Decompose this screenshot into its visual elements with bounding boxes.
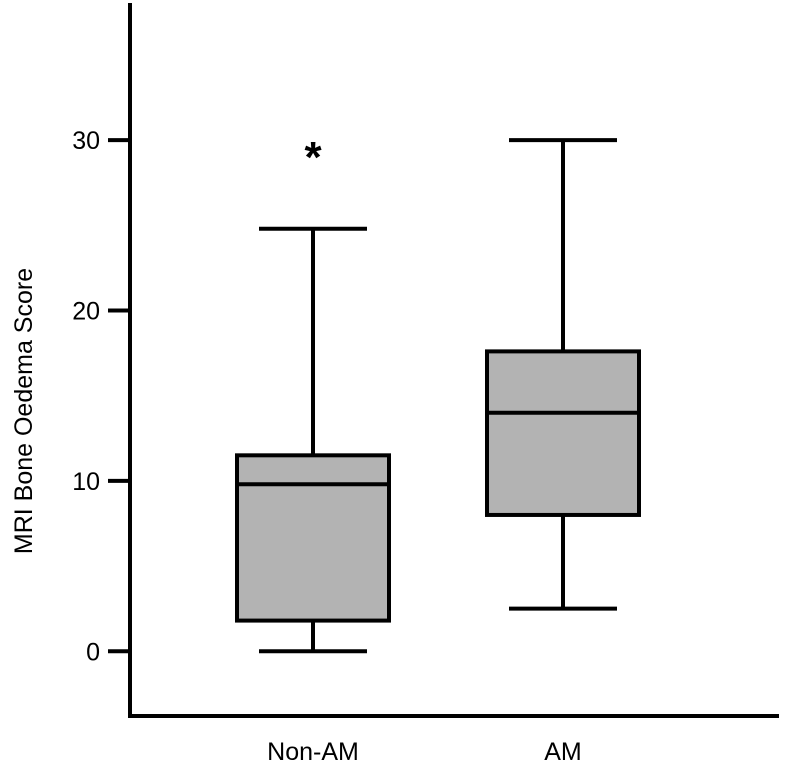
y-axis-title: MRI Bone Oedema Score [10, 268, 38, 554]
iqr-box-non-am [235, 453, 391, 623]
y-tick-label-10: 10 [72, 468, 100, 496]
box-non-am: Non-AM * [235, 133, 391, 766]
y-tick-label-0: 0 [86, 638, 100, 666]
iqr-box-am [485, 349, 641, 517]
x-tick-label-non-am: Non-AM [267, 738, 359, 766]
boxes-group: Non-AM * AM [235, 133, 641, 766]
y-tick-label-30: 30 [72, 127, 100, 155]
y-tick-label-20: 20 [72, 297, 100, 325]
x-tick-label-am: AM [544, 738, 582, 766]
y-axis-ticks: 0 10 20 30 [72, 127, 130, 666]
box-am: AM [485, 138, 641, 766]
significance-annotation-non-am: * [304, 133, 322, 182]
